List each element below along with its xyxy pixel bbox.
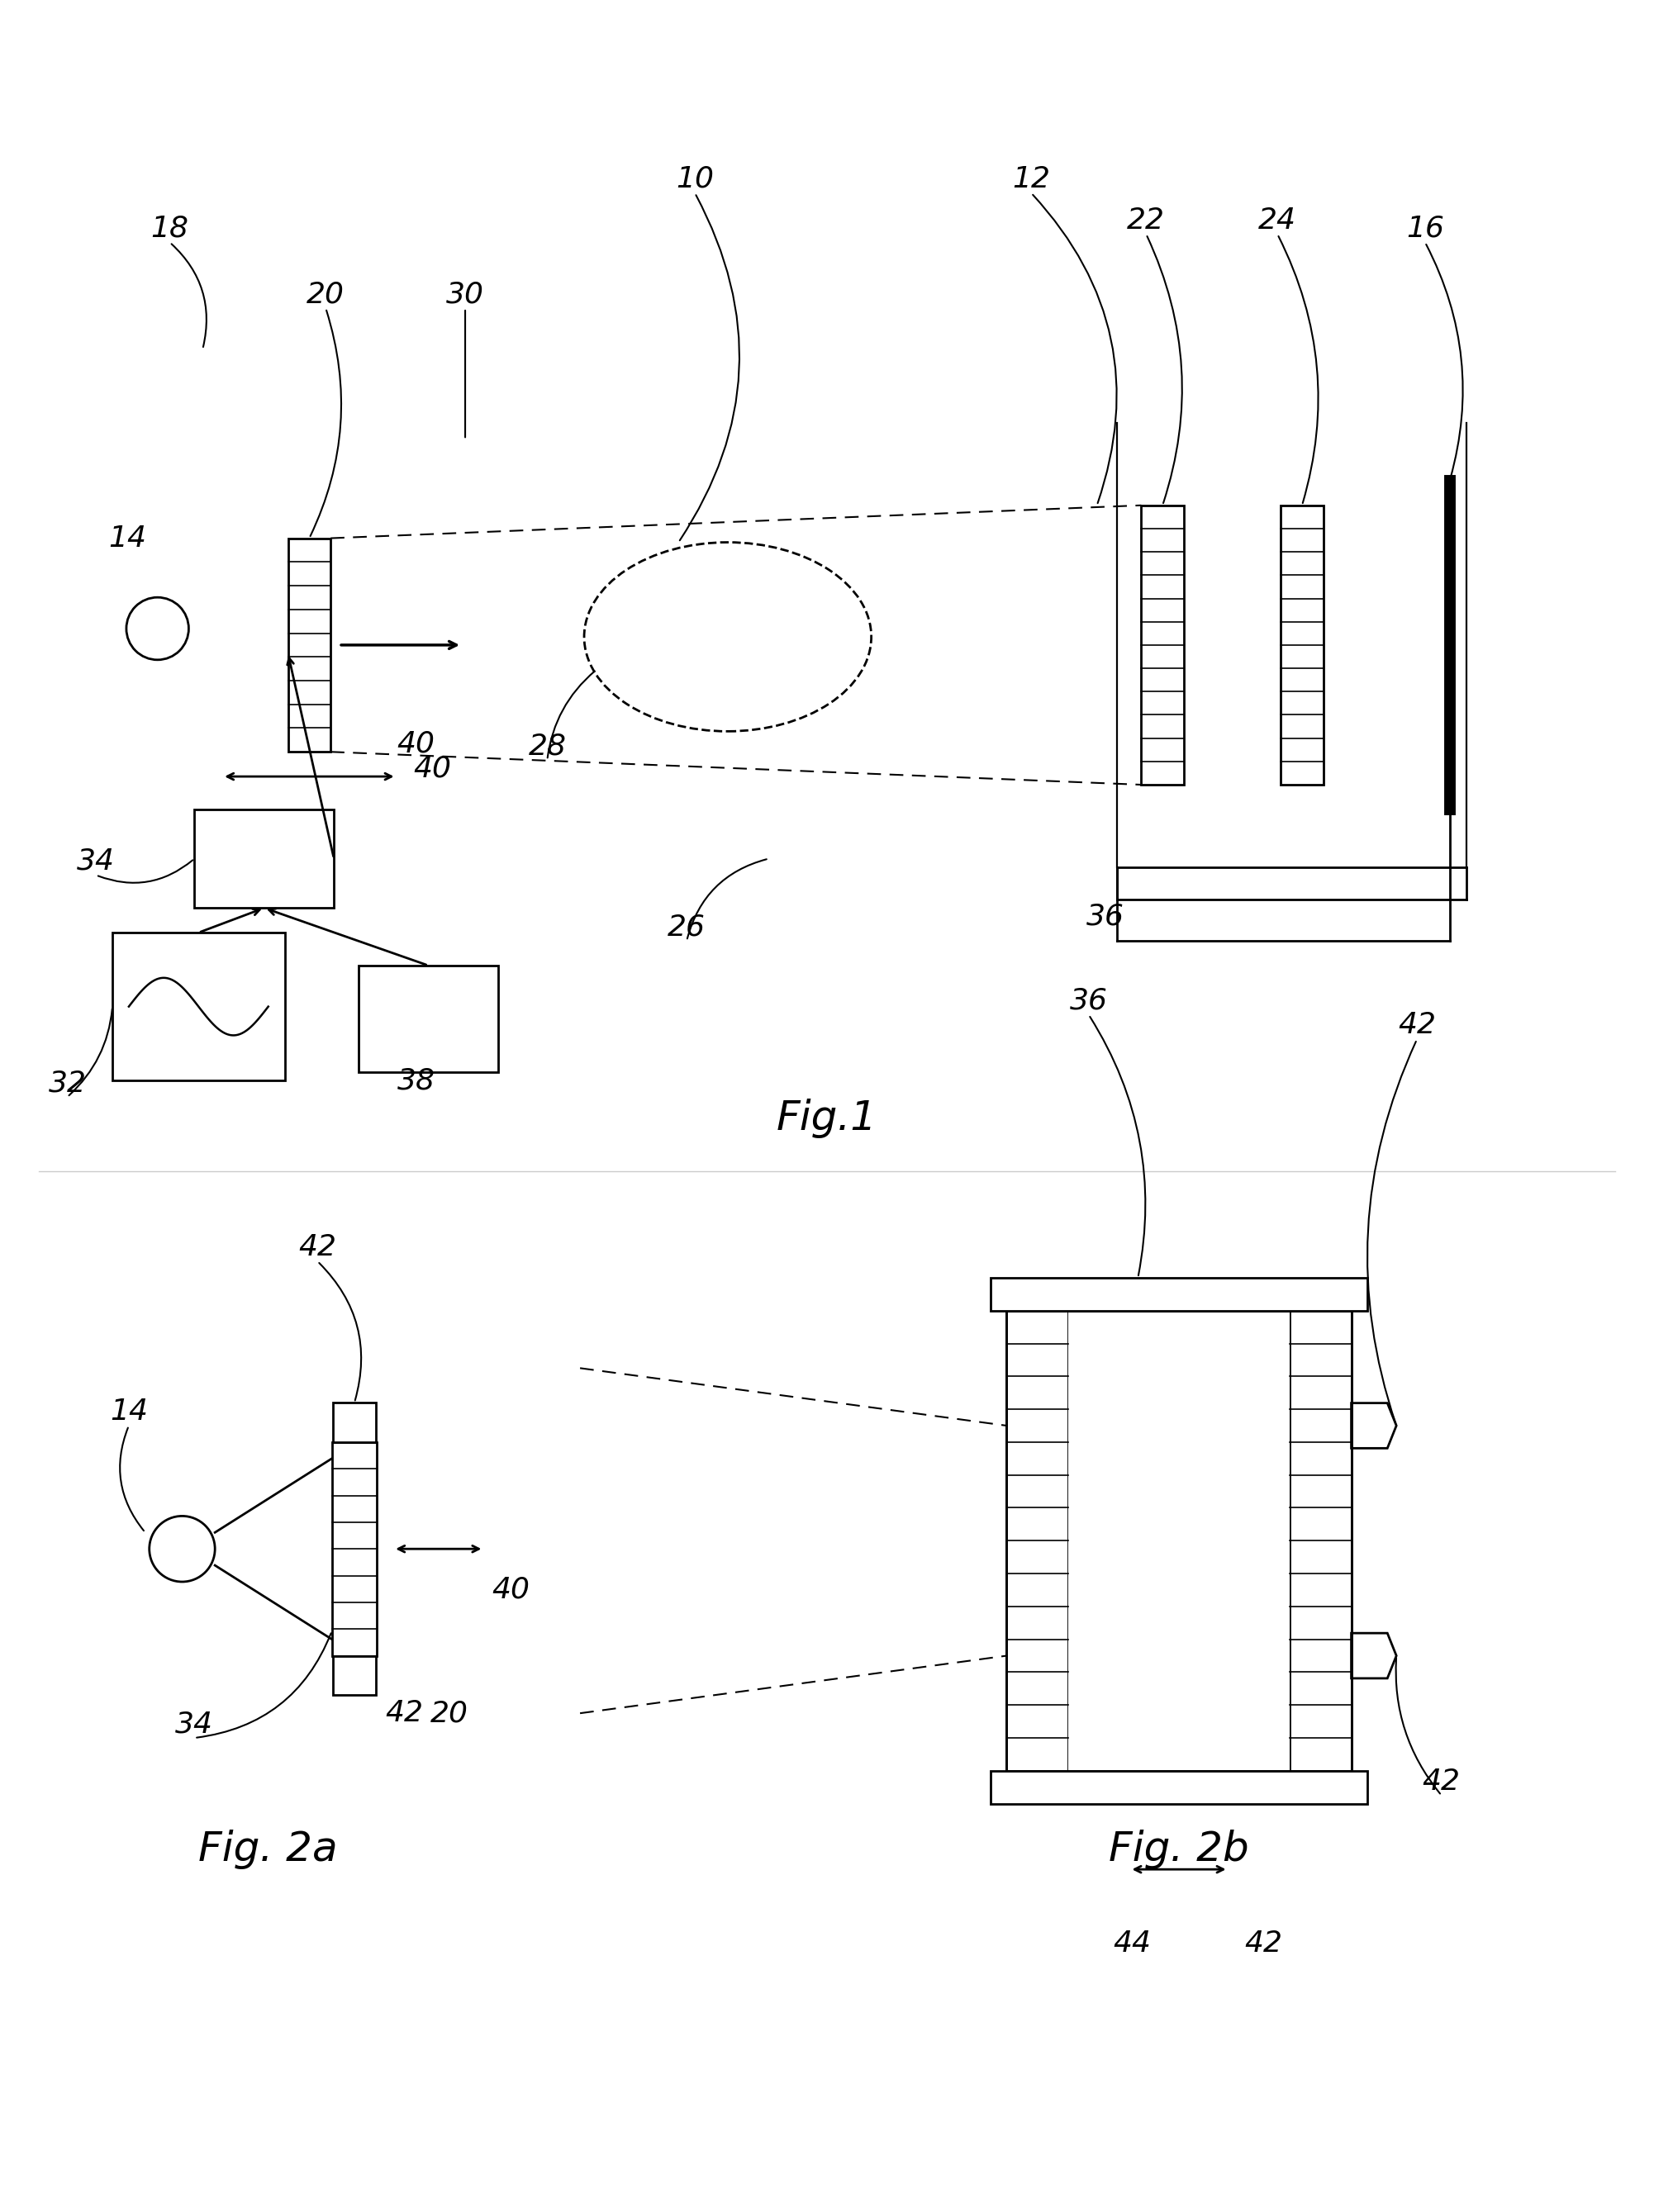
Text: 12: 12 xyxy=(1012,166,1050,192)
Text: 42: 42 xyxy=(1244,1929,1282,1958)
Text: 20: 20 xyxy=(430,1699,468,1728)
Text: 36: 36 xyxy=(1070,987,1108,1015)
Text: 42: 42 xyxy=(1422,1767,1460,1796)
Bar xyxy=(332,1657,375,1694)
Bar xyxy=(1007,1310,1351,1772)
Text: 14: 14 xyxy=(108,524,146,553)
Bar xyxy=(1290,1310,1351,1772)
Text: 22: 22 xyxy=(1126,206,1164,234)
Text: 16: 16 xyxy=(1406,215,1444,243)
Text: 18: 18 xyxy=(151,215,189,243)
Bar xyxy=(112,933,284,1079)
Bar xyxy=(991,1772,1368,1803)
Text: 14: 14 xyxy=(109,1398,147,1427)
Bar xyxy=(288,538,331,752)
Bar xyxy=(359,964,498,1073)
Text: 20: 20 xyxy=(306,281,344,307)
Text: 42: 42 xyxy=(298,1234,336,1261)
Text: 36: 36 xyxy=(1087,902,1125,931)
Text: Fig. 2b: Fig. 2b xyxy=(1108,1829,1249,1869)
Text: 28: 28 xyxy=(528,732,566,761)
Text: 40: 40 xyxy=(491,1575,529,1604)
Bar xyxy=(1068,1310,1290,1772)
Bar xyxy=(1280,504,1323,785)
Text: 10: 10 xyxy=(676,166,715,192)
Text: 44: 44 xyxy=(1113,1929,1151,1958)
Bar xyxy=(195,810,334,907)
Text: 42: 42 xyxy=(1398,1011,1436,1040)
Text: 34: 34 xyxy=(78,847,116,876)
Bar xyxy=(332,1442,377,1657)
Bar xyxy=(1141,504,1184,785)
Text: 40: 40 xyxy=(397,730,435,759)
Text: Fig. 2a: Fig. 2a xyxy=(198,1829,337,1869)
Text: 26: 26 xyxy=(668,914,706,940)
Text: 42: 42 xyxy=(385,1699,423,1728)
Bar xyxy=(1007,1310,1068,1772)
Text: 30: 30 xyxy=(447,281,485,307)
Text: 40: 40 xyxy=(414,754,452,783)
Bar xyxy=(332,1402,375,1442)
Bar xyxy=(991,1279,1368,1310)
Text: 24: 24 xyxy=(1259,206,1297,234)
Text: 34: 34 xyxy=(175,1710,213,1739)
Text: 32: 32 xyxy=(48,1068,86,1097)
Text: 38: 38 xyxy=(397,1066,435,1095)
Text: Fig.1: Fig.1 xyxy=(776,1099,878,1139)
